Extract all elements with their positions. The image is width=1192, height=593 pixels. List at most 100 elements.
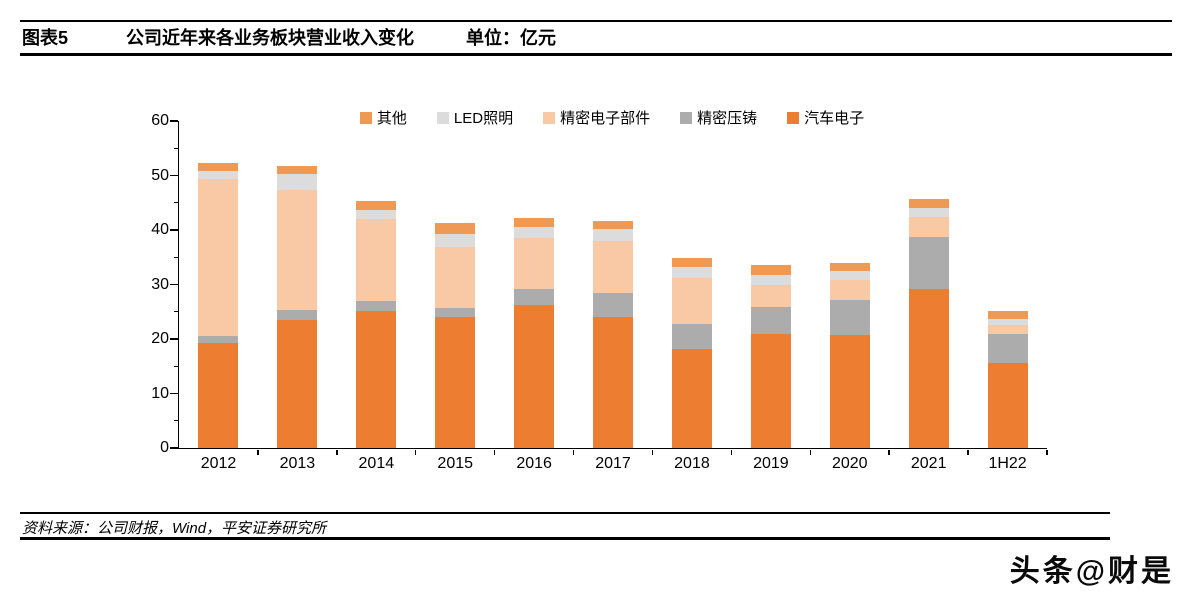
bar-group-1H22: [987, 311, 1028, 448]
footer-rule-bottom: [20, 537, 1110, 540]
bar-segment: [908, 217, 949, 237]
x-tick-mark: [572, 449, 575, 455]
x-tick-mark: [651, 449, 654, 455]
bar-group-2015: [435, 223, 476, 448]
bar-segment: [198, 342, 239, 448]
bar-segment: [671, 323, 712, 349]
bar-segment: [750, 284, 791, 308]
legend-label: 精密电子部件: [560, 110, 651, 127]
bar-segment: [908, 208, 949, 218]
x-tick-label: 2017: [595, 455, 631, 472]
x-tick-label: 2015: [437, 455, 474, 472]
y-tick-label: 50: [151, 166, 169, 184]
bar-segment: [356, 311, 397, 448]
bar-segment: [435, 223, 476, 235]
bar-segment: [750, 265, 791, 275]
legend-item: LED照明: [436, 107, 514, 128]
x-tick-label: 2021: [910, 455, 947, 472]
bar-segment: [987, 334, 1028, 363]
bar-segment: [829, 280, 870, 300]
bar-segment: [593, 220, 633, 229]
x-tick-label: 1H22: [988, 455, 1027, 472]
legend-label: 汽车电子: [804, 110, 865, 127]
y-minor-tick-mark: [174, 202, 178, 204]
bar-segment: [908, 199, 949, 209]
bar-group-2013: [277, 166, 318, 448]
y-tick-mark: [170, 120, 178, 122]
bar-segment: [829, 335, 870, 448]
bar-segment: [514, 238, 555, 289]
bar-group-2016: [514, 218, 555, 448]
bar-segment: [908, 289, 949, 448]
x-tick-mark: [257, 449, 259, 455]
y-minor-tick-mark: [174, 256, 178, 258]
source-note: 资料来源：公司财报，Wind，平安证券研究所: [22, 520, 327, 537]
bar-segment: [435, 317, 476, 448]
bar-segment: [435, 234, 476, 247]
header-rule-top: [20, 20, 1172, 22]
x-tick-mark: [336, 449, 338, 455]
bar-segment: [750, 307, 791, 335]
bar-segment: [750, 274, 791, 285]
x-tick-mark: [888, 449, 890, 455]
bar-segment: [593, 317, 633, 448]
bar-segment: [593, 240, 633, 294]
bar-segment: [514, 304, 555, 448]
bar-segment: [593, 293, 633, 318]
legend-swatch-icon: [787, 111, 800, 124]
bar-segment: [671, 348, 712, 448]
x-tick-label: 2016: [516, 455, 552, 472]
bar-segment: [277, 173, 318, 191]
legend-item: 精密压铸: [680, 107, 757, 128]
legend-swatch-icon: [543, 111, 556, 124]
legend-label: LED照明: [453, 110, 514, 127]
bar-segment: [671, 277, 712, 324]
bar-segment: [987, 318, 1028, 325]
legend-swatch-icon: [680, 111, 693, 124]
y-tick-mark: [170, 338, 178, 340]
x-tick-mark: [967, 449, 969, 455]
watermark: 头条@财是: [1009, 555, 1174, 588]
bar-segment: [593, 228, 633, 241]
bar-segment: [987, 311, 1028, 319]
legend-label: 精密压铸: [697, 110, 758, 127]
bar-segment: [671, 267, 712, 278]
bar-group-2018: [671, 257, 712, 448]
y-tick-label: 30: [151, 275, 169, 293]
y-minor-tick-mark: [174, 365, 178, 367]
bar-group-2019: [750, 265, 791, 448]
bar-segment: [829, 262, 870, 271]
bar-segment: [356, 300, 397, 312]
x-tick-mark: [414, 449, 417, 455]
bar-segment: [277, 319, 318, 448]
y-tick-mark: [170, 229, 178, 231]
bar-segment: [829, 270, 870, 281]
x-tick-label: 2020: [831, 455, 868, 472]
bar-segment: [514, 218, 555, 228]
legend-item: 其他: [359, 107, 407, 128]
legend-item: 汽车电子: [787, 107, 864, 128]
bar-segment: [198, 336, 239, 343]
bar-segment: [277, 190, 318, 310]
legend-swatch-icon: [436, 111, 449, 124]
bar-group-2014: [356, 200, 397, 448]
x-tick-mark: [730, 449, 733, 455]
legend-swatch-icon: [359, 111, 372, 124]
x-tick-label: 2014: [358, 455, 395, 472]
bar-segment: [908, 236, 949, 290]
x-tick-label: 2018: [674, 455, 710, 472]
bar-segment: [277, 309, 318, 320]
x-tick-label: 2012: [200, 455, 237, 472]
y-tick-mark: [170, 283, 178, 286]
bar-segment: [514, 227, 555, 239]
y-tick-label: 40: [151, 221, 169, 238]
y-tick-label: 0: [160, 439, 169, 456]
plot-area: 0 10 20 30 40 50 60 2012 2013 2014 2015 2016 2017 201…: [151, 112, 1048, 472]
bar-segment: [987, 324, 1028, 335]
y-tick-label: 20: [151, 330, 169, 347]
figure-unit: 单位：亿元: [466, 28, 557, 48]
y-minor-tick-mark: [174, 420, 178, 422]
bar-segment: [356, 200, 397, 210]
header-rule-bottom: [20, 53, 1172, 56]
footer-rule-top: [20, 512, 1110, 514]
